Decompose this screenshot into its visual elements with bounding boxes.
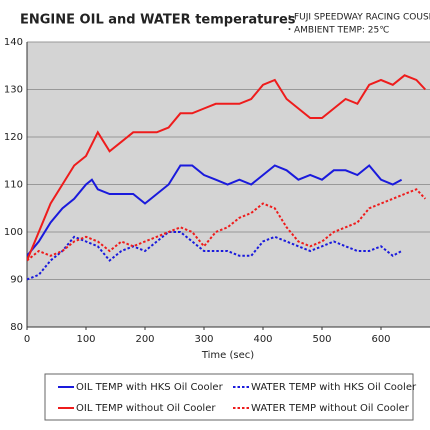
x-tick-label: 200	[135, 334, 154, 345]
x-tick-label: 500	[312, 334, 331, 345]
x-axis-label: Time (sec)	[201, 350, 254, 361]
y-tick-label: 100	[4, 227, 23, 238]
annotation: ・FUJI SPEEDWAY RACING COUSE	[285, 13, 430, 23]
annotation: ・AMBIENT TEMP: 25℃	[285, 26, 389, 36]
x-tick-label: 0	[24, 334, 30, 345]
data-line	[27, 164, 403, 257]
y-tick-label: 130	[4, 85, 23, 96]
x-tick-label: 100	[76, 334, 95, 345]
x-tick-label: 400	[253, 334, 272, 345]
legend-label: OIL TEMP without Oil Cooler	[76, 403, 216, 414]
y-tick-label: 120	[4, 132, 23, 143]
data-line	[27, 74, 427, 261]
legend	[44, 373, 414, 421]
y-tick-label: 80	[10, 322, 23, 333]
y-tick-label: 90	[10, 275, 23, 286]
y-tick-label: 110	[4, 180, 23, 191]
data-line	[27, 188, 427, 262]
legend-label: OIL TEMP with HKS Oil Cooler	[76, 382, 224, 393]
data-line	[27, 231, 403, 281]
x-tick-label: 300	[194, 334, 213, 345]
y-tick-label: 140	[4, 37, 23, 48]
legend-label: WATER TEMP with HKS Oil Cooler	[251, 382, 417, 393]
chart-title: ENGINE OIL and WATER temperatures	[20, 13, 296, 28]
legend-label: WATER TEMP without Oil Cooler	[251, 403, 410, 414]
x-tick-label: 600	[371, 334, 390, 345]
